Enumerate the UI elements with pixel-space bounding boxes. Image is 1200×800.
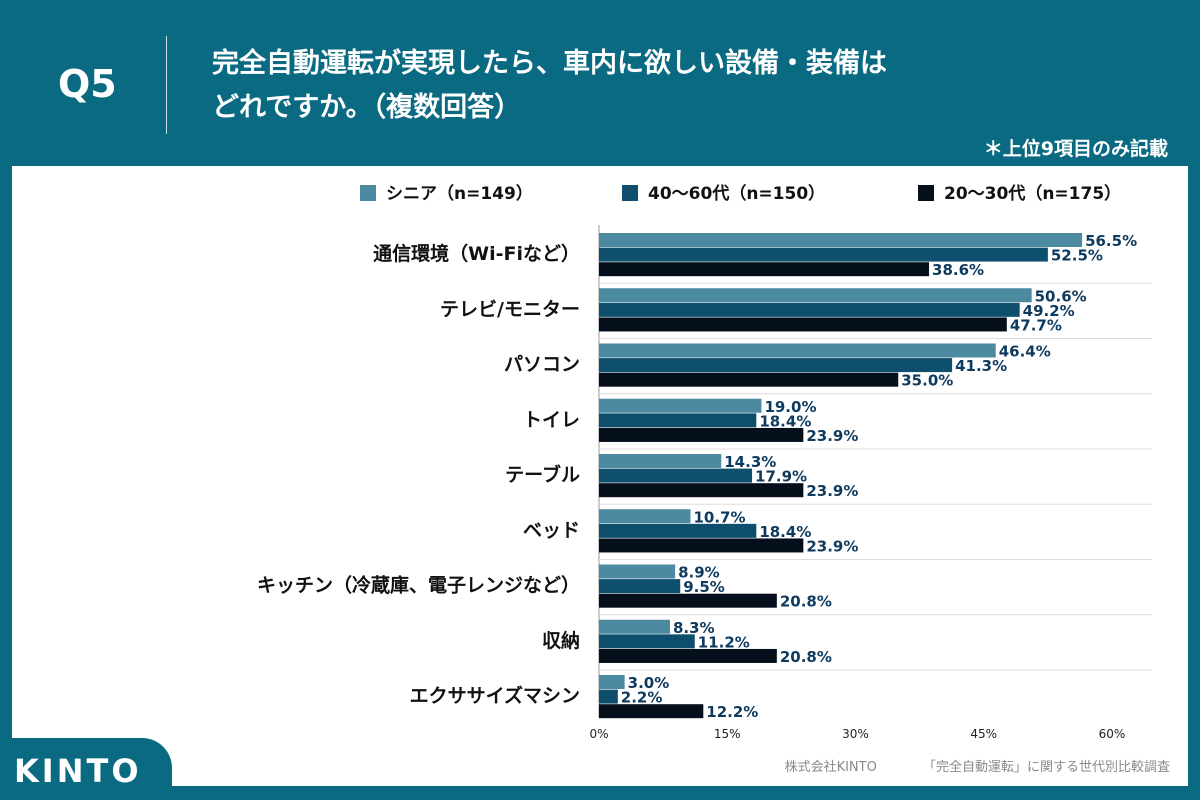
data-label: 41.3% <box>955 357 1007 375</box>
legend-label: シニア（n=149） <box>386 183 533 204</box>
category-label: パソコン <box>504 354 580 376</box>
legend-swatch <box>360 185 376 201</box>
bar <box>599 358 953 373</box>
question-title-line-2: どれですか。（複数回答） <box>212 92 522 123</box>
data-label: 23.9% <box>806 427 858 445</box>
bar <box>599 302 1020 317</box>
data-label: 23.9% <box>806 482 858 500</box>
data-label: 46.4% <box>999 343 1051 361</box>
bar <box>599 579 681 594</box>
data-label: 11.2% <box>698 633 750 651</box>
bar <box>599 704 704 719</box>
data-label: 52.5% <box>1051 247 1103 265</box>
bar-chart: シニア（n=149） 40〜60代（n=150） 20〜30代（n=175） 通信環境… <box>257 183 1152 741</box>
bar <box>599 454 722 468</box>
question-number: Q5 <box>58 62 117 106</box>
data-label: 14.3% <box>724 453 776 471</box>
bar <box>599 593 777 608</box>
x-tick-label: 45% <box>970 727 997 741</box>
bar <box>599 483 804 498</box>
x-tick-label: 60% <box>1099 727 1126 741</box>
data-label: 18.4% <box>759 412 811 430</box>
bar <box>599 372 899 387</box>
data-label: 17.9% <box>755 468 807 486</box>
footer-survey: 「完全自動運転」に関する世代別比較調査 <box>922 760 1170 775</box>
category-label: トイレ <box>523 409 580 431</box>
bar <box>599 247 1048 262</box>
category-label: 通信環境（Wi-Fiなど） <box>373 242 580 265</box>
category-label: テレビ/モニター <box>440 298 580 320</box>
x-tick-label: 0% <box>589 727 608 741</box>
category-label: エクササイズマシン <box>410 684 580 707</box>
top-items-note: ＊上位9項目のみ記載 <box>983 138 1168 160</box>
data-label: 50.6% <box>1035 287 1087 305</box>
category-label: テーブル <box>505 463 580 486</box>
bar <box>599 564 676 579</box>
data-label: 12.2% <box>706 703 758 721</box>
bar <box>599 427 804 442</box>
data-label: 47.7% <box>1010 316 1062 334</box>
data-label: 56.5% <box>1085 232 1137 250</box>
chart-panel: シニア（n=149） 40〜60代（n=150） 20〜30代（n=175） 通信環境… <box>12 166 1188 786</box>
bar <box>599 398 762 413</box>
bar <box>599 523 757 538</box>
logo-tab <box>0 738 172 800</box>
bar <box>599 468 753 483</box>
data-label: 10.7% <box>693 508 745 526</box>
legend-swatch <box>622 185 638 201</box>
bar <box>599 262 930 277</box>
category-label: ベッド <box>523 519 580 541</box>
data-label: 49.2% <box>1023 302 1075 320</box>
legend-label: 20〜30代（n=175） <box>944 183 1121 204</box>
bar <box>599 689 618 704</box>
bar <box>599 509 691 524</box>
footer: 株式会社KINTO 「完全自動運転」に関する世代別比較調査 <box>785 756 1170 775</box>
data-label: 3.0% <box>628 674 670 692</box>
data-label: 19.0% <box>764 398 816 416</box>
bar <box>599 619 670 634</box>
data-label: 18.4% <box>759 523 811 541</box>
footer-company: 株式会社KINTO <box>784 760 877 775</box>
x-tick-label: 30% <box>842 727 869 741</box>
data-label: 20.8% <box>780 593 832 611</box>
legend-label: 40〜60代（n=150） <box>648 183 825 204</box>
bar <box>599 288 1032 303</box>
data-label: 2.2% <box>621 689 663 707</box>
x-tick-label: 15% <box>714 727 741 741</box>
category-label: キッチン（冷蔵庫、電子レンジなど） <box>257 574 580 597</box>
bar <box>599 634 695 649</box>
header-divider <box>166 36 167 134</box>
data-label: 9.5% <box>683 578 725 596</box>
bar <box>599 317 1007 332</box>
data-label: 8.3% <box>673 619 715 637</box>
data-label: 38.6% <box>932 261 984 279</box>
bar <box>599 233 1083 247</box>
bar <box>599 343 996 358</box>
category-label: 収納 <box>542 629 580 652</box>
bar <box>599 413 757 428</box>
question-title-line-1: 完全自動運転が実現したら、車内に欲しい設備・装備は <box>212 48 887 79</box>
data-label: 35.0% <box>901 372 953 390</box>
kinto-logo: KINTO <box>14 752 142 790</box>
question-title: 完全自動運転が実現したら、車内に欲しい設備・装備は どれですか。（複数回答） <box>212 42 1092 130</box>
bar <box>599 648 777 663</box>
data-label: 20.8% <box>780 648 832 666</box>
bar <box>599 675 625 689</box>
data-label: 8.9% <box>678 564 720 582</box>
legend-swatch <box>918 185 934 201</box>
data-label: 23.9% <box>806 537 858 555</box>
bar <box>599 538 804 553</box>
